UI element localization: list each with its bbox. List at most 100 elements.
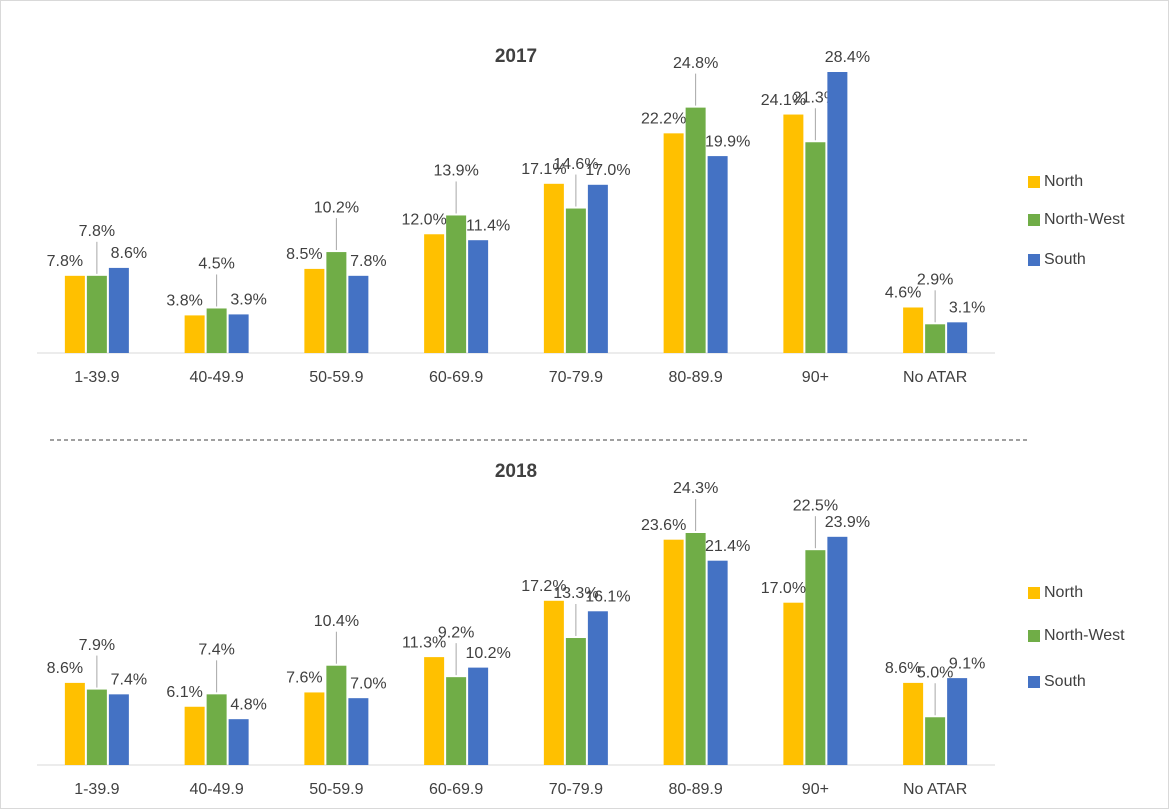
- data-label: 8.6%: [885, 660, 921, 677]
- data-label: 7.8%: [79, 223, 115, 240]
- x-tick-label: 40-49.9: [189, 369, 243, 386]
- bar: [446, 215, 467, 353]
- data-label: 7.8%: [350, 253, 386, 270]
- data-label: 11.3%: [402, 634, 446, 651]
- bar: [86, 275, 107, 353]
- bar: [565, 208, 586, 353]
- bar: [543, 183, 564, 353]
- bar: [783, 114, 804, 353]
- x-tick-label: 80-89.9: [668, 781, 722, 798]
- bar: [184, 315, 205, 353]
- bar: [947, 678, 968, 765]
- data-label: 9.1%: [949, 655, 985, 672]
- data-label: 3.9%: [230, 292, 266, 309]
- legend-label: North: [1044, 173, 1083, 190]
- bar: [925, 324, 946, 353]
- data-label: 9.2%: [438, 624, 474, 641]
- data-label: 12.0%: [401, 211, 446, 228]
- data-label: 23.6%: [641, 517, 686, 534]
- legend-label: North: [1044, 584, 1083, 601]
- x-tick-label: 50-59.9: [309, 369, 363, 386]
- bar: [805, 142, 826, 353]
- data-label: 7.9%: [79, 637, 115, 654]
- bar: [468, 240, 489, 353]
- bar: [86, 689, 107, 765]
- data-label: 3.1%: [949, 300, 985, 317]
- bar: [925, 717, 946, 765]
- bar: [326, 252, 347, 353]
- data-label: 22.5%: [793, 497, 838, 514]
- legend-label: North-West: [1044, 627, 1125, 644]
- data-label: 14.6%: [553, 156, 598, 173]
- bar: [184, 706, 205, 765]
- bar: [685, 107, 706, 353]
- x-tick-label: 70-79.9: [549, 369, 603, 386]
- data-label: 24.3%: [673, 480, 718, 497]
- bar: [827, 536, 848, 765]
- data-label: 24.8%: [673, 55, 718, 72]
- bar: [228, 719, 249, 765]
- legend-swatch: [1028, 214, 1040, 226]
- bar: [348, 698, 369, 765]
- bar: [326, 665, 347, 765]
- legend-label: South: [1044, 251, 1086, 268]
- data-label: 16.1%: [585, 589, 630, 606]
- bar: [663, 539, 684, 765]
- data-label: 21.4%: [705, 538, 750, 555]
- data-label: 7.8%: [47, 253, 83, 270]
- x-tick-label: 60-69.9: [429, 781, 483, 798]
- x-tick-label: 50-59.9: [309, 781, 363, 798]
- data-label: 7.6%: [286, 670, 322, 687]
- data-label: 21.3%: [793, 89, 838, 106]
- legend-swatch: [1028, 254, 1040, 266]
- bar: [304, 692, 325, 765]
- legend-label: South: [1044, 673, 1086, 690]
- bar: [468, 667, 489, 765]
- bar: [685, 533, 706, 765]
- bar: [543, 600, 564, 765]
- bar: [663, 133, 684, 353]
- bar: [206, 308, 227, 353]
- data-label: 28.4%: [825, 49, 870, 66]
- chart-title: 2017: [495, 46, 537, 67]
- data-label: 19.9%: [705, 133, 750, 150]
- x-tick-label: 80-89.9: [668, 369, 722, 386]
- data-label: 10.2%: [465, 645, 510, 662]
- chart-title: 2018: [495, 461, 537, 482]
- bar: [108, 267, 129, 353]
- data-label: 8.6%: [47, 660, 83, 677]
- bar: [827, 72, 848, 353]
- data-label: 8.6%: [111, 245, 147, 262]
- bar: [947, 322, 968, 353]
- bar: [424, 657, 445, 765]
- data-label: 7.4%: [198, 642, 234, 659]
- x-tick-label: No ATAR: [903, 781, 967, 798]
- bar: [446, 677, 467, 765]
- x-tick-label: 40-49.9: [189, 781, 243, 798]
- bar: [707, 156, 728, 353]
- legend-label: North-West: [1044, 211, 1125, 228]
- data-label: 13.3%: [553, 585, 598, 602]
- x-tick-label: 60-69.9: [429, 369, 483, 386]
- data-label: 17.1%: [521, 161, 566, 178]
- x-tick-label: 70-79.9: [549, 781, 603, 798]
- bar: [108, 694, 129, 765]
- bar: [64, 275, 85, 353]
- data-label: 4.5%: [198, 256, 234, 273]
- bar: [565, 638, 586, 765]
- bar: [903, 682, 924, 765]
- data-label: 6.1%: [166, 684, 202, 701]
- bar: [228, 314, 249, 353]
- data-label: 7.4%: [111, 672, 147, 689]
- data-label: 10.2%: [314, 199, 359, 216]
- bar: [587, 184, 608, 353]
- data-label: 17.0%: [761, 580, 806, 597]
- data-label: 4.8%: [230, 696, 266, 713]
- x-tick-label: 1-39.9: [74, 781, 119, 798]
- bar: [587, 611, 608, 765]
- legend-swatch: [1028, 630, 1040, 642]
- legend-swatch: [1028, 676, 1040, 688]
- data-label: 13.9%: [433, 163, 478, 180]
- data-label: 7.0%: [350, 675, 386, 692]
